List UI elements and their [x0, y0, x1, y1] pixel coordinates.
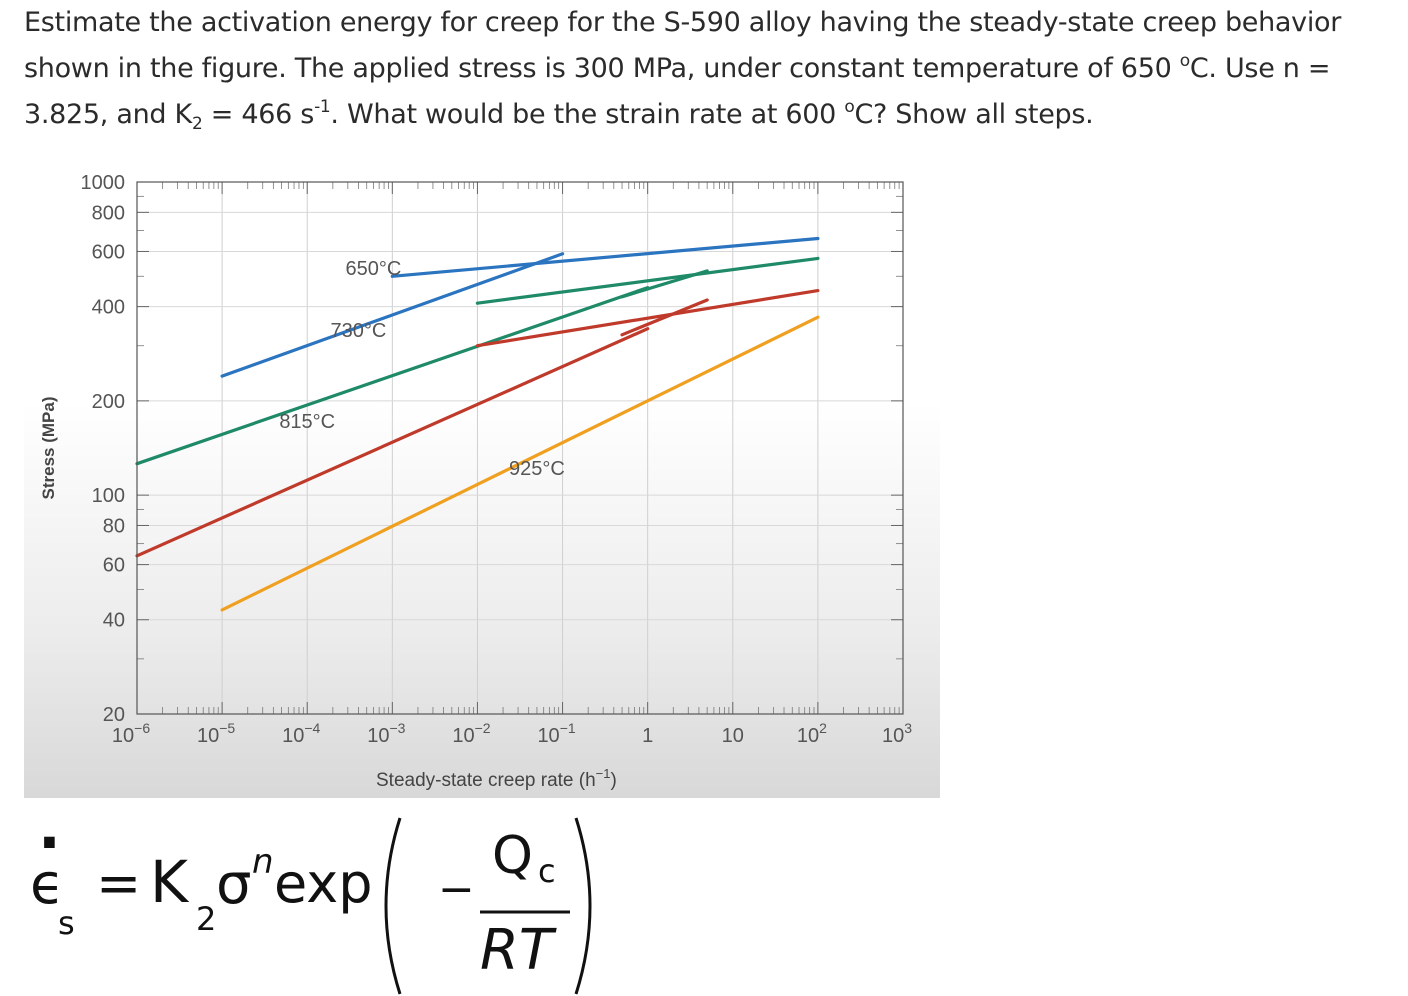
gas-constant-temperature: RT [480, 918, 554, 983]
sigma-symbol: σ [216, 852, 252, 917]
activation-energy-q: Q [492, 826, 533, 886]
y-axis-label: Stress (MPa) [39, 397, 58, 500]
y-tick-label: 40 [103, 610, 125, 632]
x-tick-exponent: −2 [475, 720, 491, 736]
y-tick-label: 60 [103, 555, 125, 577]
x-tick-label: 10−6 [112, 720, 150, 747]
question-line-3: 3.825, and K2 = 466 s-1. What would be t… [24, 97, 1094, 134]
degree-symbol: o [1179, 51, 1190, 71]
x-tick-label: 103 [882, 720, 912, 747]
x-tick-label: 1 [642, 725, 653, 747]
minus-sign: − [438, 864, 475, 915]
x-tick-base: 10 [882, 725, 904, 747]
x-tick-base: 10 [367, 725, 389, 747]
strain-rate-symbol: ϵ [30, 852, 65, 917]
x-tick-label: 10−1 [537, 720, 575, 747]
question-text: Estimate the activation energy for creep… [24, 0, 1399, 138]
x-tick-label: 10−2 [452, 720, 490, 747]
x-tick-base: 10 [452, 725, 474, 747]
question-line-2: shown in the figure. The applied stress … [24, 51, 1331, 85]
series-line [620, 269, 709, 299]
equals-sign: = [96, 852, 142, 915]
x-tick-label: 10−3 [367, 720, 405, 747]
strain-rate-dot: · [38, 808, 61, 878]
series-line [390, 236, 820, 278]
activation-energy-subscript: c [538, 852, 556, 890]
series-annotations: 650°C 730°C 815°C 925°C [279, 258, 565, 480]
constant-k: K [150, 848, 189, 916]
x-tick-base: 10 [197, 725, 219, 747]
series-line [135, 286, 650, 466]
exponent-n: n [252, 842, 274, 882]
question-line-1: Estimate the activation energy for creep… [24, 7, 1342, 38]
y-tick-label: 800 [92, 202, 125, 224]
y-tick-labels: 1000 800 600 400 200 100 80 60 40 20 [81, 172, 126, 726]
equation-parentheses [384, 817, 592, 995]
strain-rate-subscript: s [58, 904, 75, 942]
series-line [220, 252, 565, 378]
x-tick-exponent: −1 [560, 720, 576, 736]
right-paren [574, 817, 592, 995]
constant-k-subscript: 2 [196, 900, 217, 938]
series-line [620, 298, 709, 337]
x-tick-base: 10 [722, 725, 744, 747]
x-tick-exponent: 3 [904, 720, 912, 736]
x-tick-label: 10 [722, 725, 744, 747]
left-paren [384, 817, 402, 995]
x-tick-exponent: −3 [389, 720, 405, 736]
x-tick-base: 10 [112, 725, 134, 747]
exp-function: exp [274, 852, 373, 915]
x-tick-exponent: −5 [219, 720, 235, 736]
x-tick-label: 10−5 [197, 720, 235, 747]
creep-chart-figure: 1000 800 600 400 200 100 80 60 40 20 10−6 10−5 10−4… [24, 138, 940, 798]
x-tick-base: 10 [537, 725, 559, 747]
series-line [220, 315, 820, 612]
creep-rate-equation: ϵ · s = K 2 σ n exp − Q c RT [30, 808, 630, 995]
series-annotation: 925°C [509, 458, 565, 480]
series-annotation: 650°C [346, 258, 402, 280]
x-axis-label-sup: −1 [596, 766, 611, 781]
x-tick-base: 1 [642, 725, 653, 747]
series-line [475, 289, 820, 348]
x-tick-exponent: 2 [819, 720, 827, 736]
x-axis-label: Steady-state creep rate (h−1) [376, 766, 617, 791]
series-line [135, 327, 650, 558]
degree-symbol: o [844, 97, 855, 117]
y-tick-label: 600 [92, 241, 125, 263]
x-tick-base: 10 [282, 725, 304, 747]
series-annotation: 730°C [331, 320, 387, 342]
plot-frame [136, 181, 904, 715]
x-tick-base: 10 [797, 725, 819, 747]
unit-superscript: -1 [314, 97, 331, 117]
series-annotation: 815°C [279, 411, 335, 433]
y-tick-label: 200 [92, 391, 125, 413]
x-tick-labels: 10−6 10−5 10−4 10−3 10−2 10−1 1 10 102 103 [112, 720, 912, 747]
x-tick-label: 10−4 [282, 720, 320, 747]
x-tick-label: 102 [797, 720, 827, 747]
x-tick-exponent: −4 [304, 720, 320, 736]
series-lines [135, 236, 820, 612]
y-tick-label: 100 [92, 485, 125, 507]
series-line [475, 256, 820, 305]
x-tick-exponent: −6 [134, 720, 150, 736]
y-tick-label: 400 [92, 297, 125, 319]
y-tick-label: 80 [103, 515, 125, 537]
y-tick-label: 1000 [81, 172, 126, 194]
y-tick-label: 20 [103, 704, 125, 726]
k-subscript: 2 [191, 114, 203, 134]
